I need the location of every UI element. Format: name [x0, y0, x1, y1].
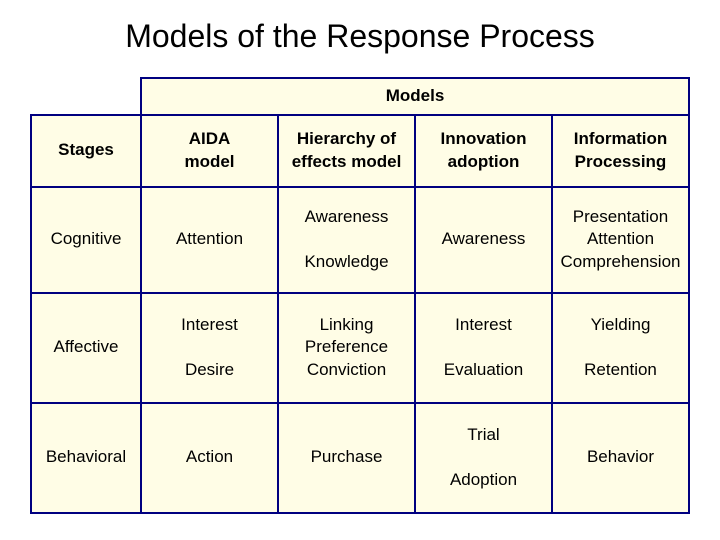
- slide: Models of the Response Process Models St…: [0, 0, 720, 540]
- table-row: Behavioral Action Purchase TrialAdoption…: [31, 403, 689, 513]
- table-row: Cognitive Attention AwarenessKnowledge A…: [31, 187, 689, 293]
- col-hierarchy-header: Hierarchy ofeffects model: [278, 115, 415, 187]
- stage-affective: Affective: [31, 293, 141, 403]
- cell-cognitive-information: PresentationAttentionComprehension: [552, 187, 689, 293]
- cell-behavioral-information: Behavior: [552, 403, 689, 513]
- cell-cognitive-aida: Attention: [141, 187, 278, 293]
- cell-behavioral-hierarchy: Purchase: [278, 403, 415, 513]
- table-row: Stages AIDAmodel Hierarchy ofeffects mod…: [31, 115, 689, 187]
- cell-affective-information: YieldingRetention: [552, 293, 689, 403]
- cell-behavioral-aida: Action: [141, 403, 278, 513]
- col-information-header: InformationProcessing: [552, 115, 689, 187]
- cell-affective-innovation: InterestEvaluation: [415, 293, 552, 403]
- cell-affective-hierarchy: LinkingPreferenceConviction: [278, 293, 415, 403]
- stage-cognitive: Cognitive: [31, 187, 141, 293]
- cell-affective-aida: InterestDesire: [141, 293, 278, 403]
- table-row: Affective InterestDesire LinkingPreferen…: [31, 293, 689, 403]
- cell-cognitive-innovation: Awareness: [415, 187, 552, 293]
- table-row: Models: [31, 78, 689, 115]
- cell-behavioral-innovation: TrialAdoption: [415, 403, 552, 513]
- empty-cell: [31, 78, 141, 115]
- col-aida-header: AIDAmodel: [141, 115, 278, 187]
- page-title: Models of the Response Process: [30, 18, 690, 55]
- models-header: Models: [141, 78, 689, 115]
- cell-cognitive-hierarchy: AwarenessKnowledge: [278, 187, 415, 293]
- stage-behavioral: Behavioral: [31, 403, 141, 513]
- stages-header: Stages: [31, 115, 141, 187]
- models-table: Models Stages AIDAmodel Hierarchy ofeffe…: [30, 77, 690, 514]
- col-innovation-header: Innovationadoption: [415, 115, 552, 187]
